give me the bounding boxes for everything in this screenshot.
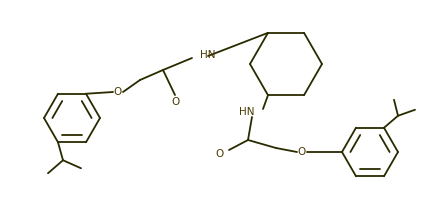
Text: O: O [298, 147, 306, 157]
Text: HN: HN [240, 107, 255, 117]
Text: HN: HN [200, 50, 215, 60]
Text: O: O [114, 87, 122, 97]
Text: O: O [216, 149, 224, 159]
Text: O: O [172, 97, 180, 107]
